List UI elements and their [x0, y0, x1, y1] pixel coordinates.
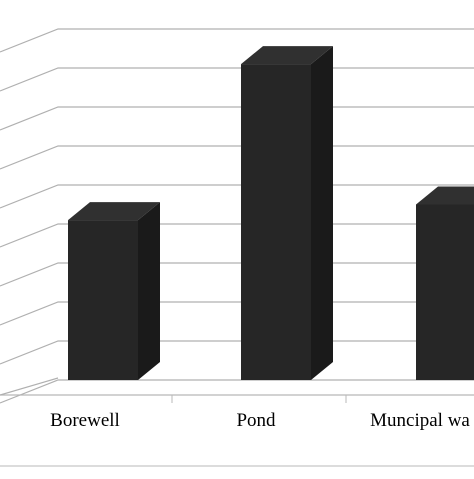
gridline: [0, 262, 474, 287]
gridline: [0, 223, 474, 248]
gridline: [0, 145, 474, 170]
bar-top: [68, 202, 160, 221]
gridline: [0, 301, 474, 326]
bar-top: [416, 186, 474, 205]
bars: [68, 46, 474, 380]
bar-pond: [241, 64, 311, 380]
gridline: [0, 106, 474, 131]
gridline: [0, 340, 474, 365]
gridline: [0, 379, 474, 404]
bar-side: [311, 46, 333, 380]
x-axis: [0, 377, 474, 467]
x-tick-label: Muncipal wa: [370, 410, 470, 431]
bar-borewell: [68, 220, 138, 380]
floor-edge: [0, 377, 59, 396]
bar-muncipal-wa: [416, 204, 474, 380]
x-tick-label: Pond: [236, 410, 276, 431]
gridline: [0, 28, 474, 53]
x-tick-labels: Borewell Pond Muncipal wa: [50, 410, 470, 431]
x-tick-label: Borewell: [50, 410, 120, 431]
gridline: [0, 184, 474, 209]
gridline: [0, 67, 474, 92]
gridlines: [0, 28, 474, 404]
bar-top: [241, 46, 333, 65]
bar-side: [138, 202, 160, 380]
